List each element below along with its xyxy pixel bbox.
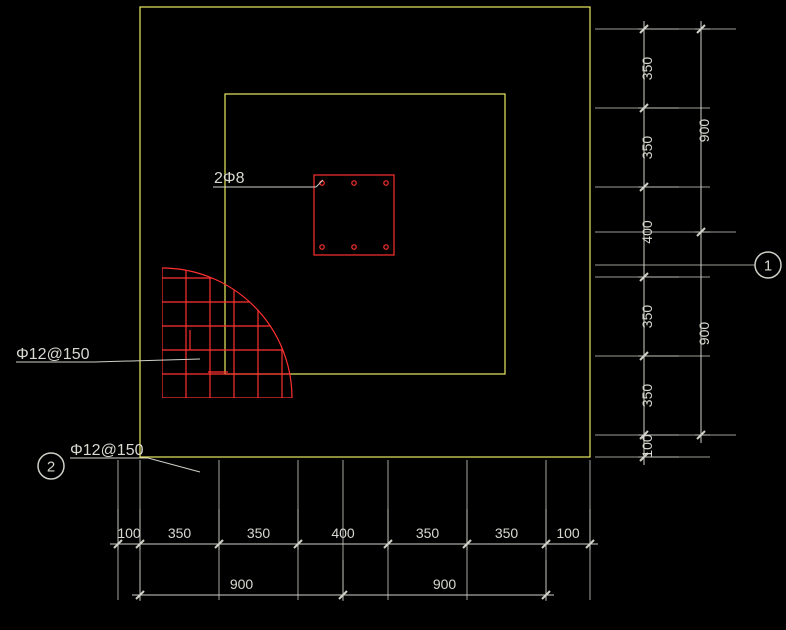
dim-value: 350 xyxy=(639,305,655,329)
rebar-spec-label: Φ12@150 xyxy=(16,346,90,363)
rebar-extent-arc xyxy=(162,268,292,398)
dim-value: 900 xyxy=(696,322,712,346)
dim-value: 350 xyxy=(639,136,655,160)
outer-footing-outline xyxy=(140,7,590,457)
dim-value: 900 xyxy=(696,119,712,143)
axis-bubble-label: 1 xyxy=(764,258,772,275)
dim-value: 350 xyxy=(495,525,519,541)
rebar-grid xyxy=(162,263,297,398)
axis-bubble-label: 2 xyxy=(47,459,55,476)
dim-value: 100 xyxy=(556,525,580,541)
rebar-dot xyxy=(320,245,324,249)
column-rebar-label: 2Φ8 xyxy=(214,170,245,187)
rebar-dot xyxy=(352,181,356,185)
dim-value: 100 xyxy=(117,525,141,541)
dim-value: 350 xyxy=(168,525,192,541)
dim-value: 350 xyxy=(639,384,655,408)
dim-value: 350 xyxy=(416,525,440,541)
rebar-spec-label: Φ12@150 xyxy=(70,442,144,459)
rebar-dot xyxy=(384,245,388,249)
column-outline xyxy=(314,175,394,255)
rebar-dot xyxy=(352,245,356,249)
dim-value: 350 xyxy=(247,525,271,541)
dim-value: 900 xyxy=(230,576,254,592)
rebar-dot xyxy=(384,181,388,185)
dim-value: 100 xyxy=(639,434,655,458)
dim-value: 900 xyxy=(433,576,457,592)
drawing-canvas: 2Φ8Φ12@150Φ12@15012100350350400350350100… xyxy=(0,0,786,630)
step-outline xyxy=(225,94,505,374)
dim-value: 350 xyxy=(639,57,655,81)
